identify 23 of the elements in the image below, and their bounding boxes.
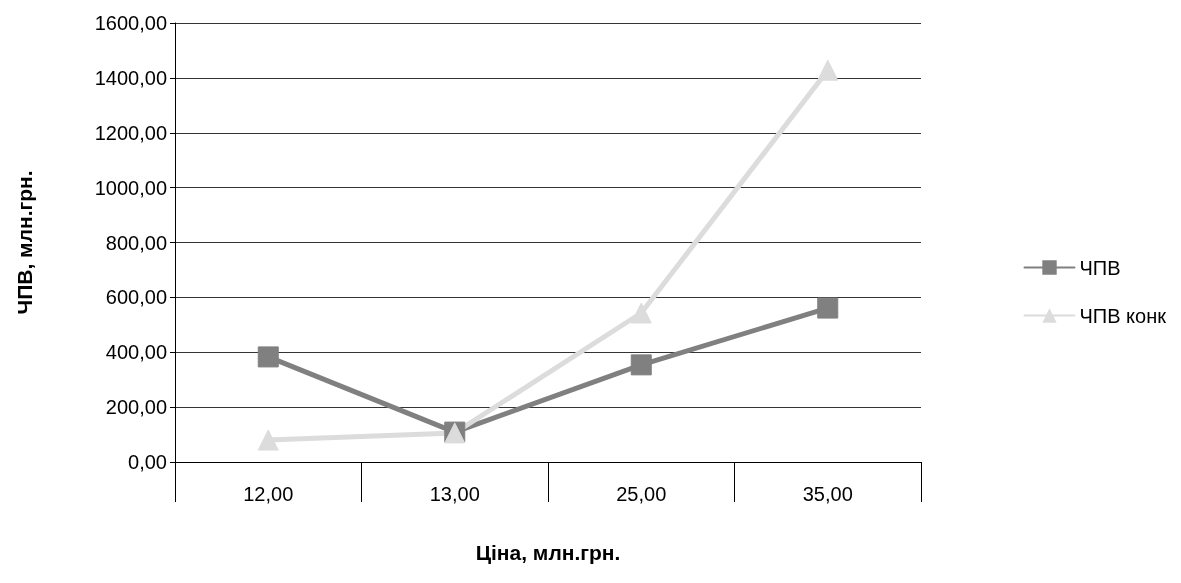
point	[257, 429, 279, 451]
point	[257, 346, 279, 368]
y-tick-label: 1400,00	[94, 66, 167, 89]
point	[817, 297, 839, 319]
y-tick-label: 1600,00	[94, 12, 167, 34]
legend-label: ЧПВ конк	[1079, 304, 1167, 327]
y-tick-label: 1000,00	[94, 176, 167, 199]
y-tick-label: 1200,00	[94, 121, 167, 144]
y-tick-label: 0,00	[128, 451, 167, 473]
x-tick-label: 35,00	[802, 483, 853, 505]
point	[630, 354, 652, 376]
y-tick-label: 800,00	[105, 231, 167, 254]
legend-label: ЧПВ	[1079, 256, 1121, 279]
point	[817, 59, 839, 81]
point	[630, 302, 652, 324]
y-tick-label: 400,00	[105, 341, 167, 364]
x-tick-label: 13,00	[429, 483, 480, 505]
x-tick-label: 25,00	[616, 483, 667, 505]
y-tick-label: 200,00	[105, 396, 167, 419]
x-tick-label: 12,00	[243, 483, 294, 505]
y-axis-title: ЧПВ, млн.грн.	[13, 170, 36, 315]
x-axis-title: Ціна, млн.грн.	[475, 541, 621, 564]
y-tick-label: 600,00	[105, 286, 167, 309]
